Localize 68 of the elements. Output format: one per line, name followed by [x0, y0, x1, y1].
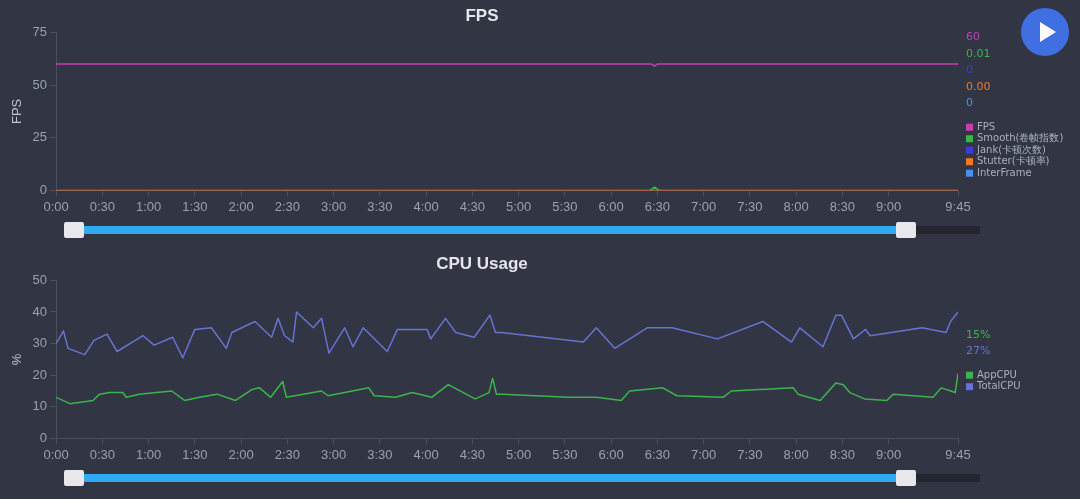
- text: 0.00: [966, 79, 991, 93]
- x-tick-label: 4:30: [459, 198, 485, 214]
- x-tick-label: 8:00: [783, 198, 809, 214]
- x-tick-label: 3:00: [320, 446, 347, 462]
- x-tick-label: 6:00: [598, 198, 624, 214]
- y-tick-label: 75: [32, 23, 48, 39]
- x-tick-label: 5:30: [552, 198, 578, 214]
- x-tick-label: 0:00: [43, 198, 69, 214]
- x-tick-label: 6:30: [644, 198, 671, 214]
- x-tick-label: 4:30: [459, 446, 485, 462]
- legend-label: Smooth(卷帧指数): [977, 132, 1064, 144]
- x-tick-label: 6:30: [644, 446, 671, 462]
- x-tick-label: 1:30: [182, 446, 208, 462]
- x-tick-label: 2:30: [274, 446, 300, 462]
- text: 15%: [966, 327, 991, 341]
- x-tick-label: 9:45: [945, 198, 971, 214]
- text: 0: [966, 96, 973, 110]
- text: 0: [966, 63, 973, 77]
- y-tick-label: 0: [39, 429, 48, 445]
- legend-label: AppCPU: [977, 368, 1017, 380]
- x-tick-label: 7:00: [690, 446, 717, 462]
- y-tick-label: 50: [32, 271, 48, 287]
- chart-title: CPU Usage: [436, 253, 528, 273]
- x-tick-label: 4:00: [413, 446, 439, 462]
- y-tick-label: 25: [32, 129, 48, 145]
- text: 60: [966, 30, 980, 44]
- x-tick-label: 6:00: [598, 446, 624, 462]
- x-tick-label: 7:30: [737, 198, 763, 214]
- x-tick-label: 0:30: [89, 198, 115, 214]
- y-tick-label: 20: [32, 366, 48, 382]
- x-tick-label: 5:00: [505, 446, 532, 462]
- y-tick-label: 0: [39, 181, 48, 197]
- x-tick-label: 5:30: [552, 446, 578, 462]
- text: 0.01: [966, 46, 991, 60]
- y-axis-title: %: [9, 353, 25, 366]
- x-tick-label: 8:30: [829, 446, 856, 462]
- x-tick-label: 1:00: [135, 198, 162, 214]
- legend-label: TotalCPU: [976, 380, 1021, 392]
- x-tick-label: 0:00: [43, 446, 69, 462]
- x-tick-label: 8:00: [783, 446, 809, 462]
- x-tick-label: 7:00: [690, 198, 717, 214]
- legend-label: InterFrame: [977, 166, 1032, 178]
- x-tick-label: 8:30: [829, 198, 856, 214]
- x-tick-label: 9:00: [875, 198, 902, 214]
- x-tick-label: 2:00: [228, 198, 254, 214]
- text: 27%: [966, 344, 991, 358]
- chart-title: FPS: [465, 5, 499, 25]
- legend-label: Stutter(卡顿率): [977, 155, 1050, 167]
- y-tick-label: 50: [32, 76, 48, 92]
- y-tick-label: 40: [32, 303, 48, 319]
- y-tick-label: 30: [32, 335, 48, 351]
- x-tick-label: 2:30: [274, 198, 300, 214]
- x-tick-label: 3:30: [367, 446, 393, 462]
- x-tick-label: 2:00: [228, 446, 254, 462]
- x-tick-label: 1:30: [182, 198, 208, 214]
- x-tick-label: 5:00: [505, 198, 532, 214]
- legend-label: FPS: [977, 120, 996, 132]
- x-tick-label: 3:30: [367, 198, 393, 214]
- y-tick-label: 10: [32, 398, 48, 414]
- x-tick-label: 1:00: [135, 446, 162, 462]
- x-tick-label: 7:30: [737, 446, 763, 462]
- x-tick-label: 0:30: [89, 446, 115, 462]
- x-tick-label: 4:00: [413, 198, 439, 214]
- x-tick-label: 3:00: [320, 198, 347, 214]
- y-axis-title: FPS: [9, 98, 25, 125]
- x-tick-label: 9:45: [945, 446, 971, 462]
- x-tick-label: 9:00: [875, 446, 902, 462]
- legend-label: Jank(卡顿次数): [976, 143, 1047, 155]
